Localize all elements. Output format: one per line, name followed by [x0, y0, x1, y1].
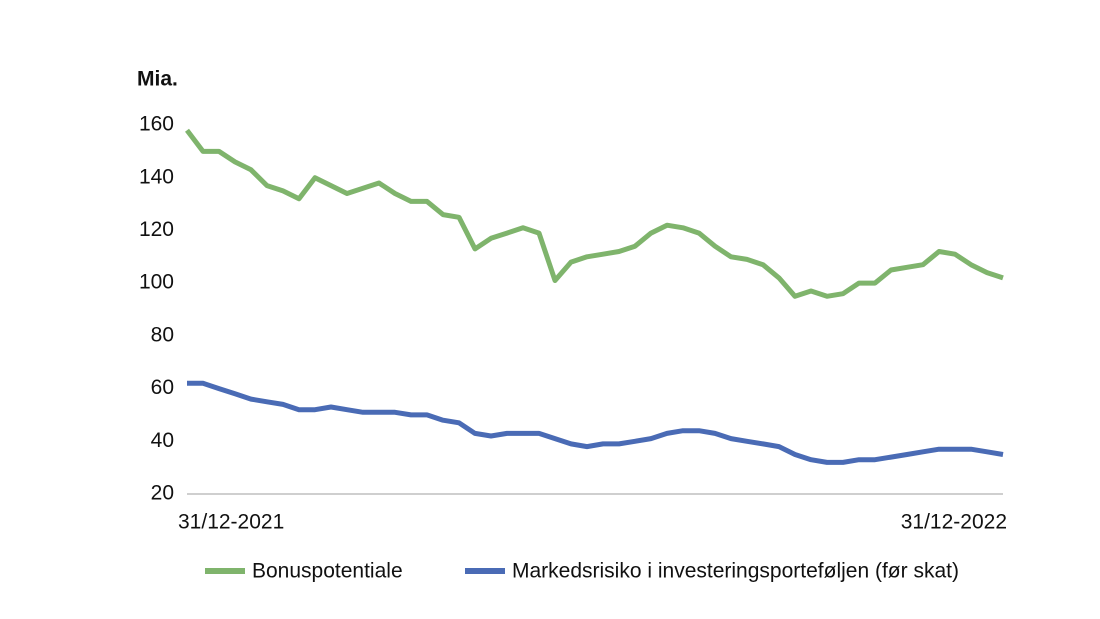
y-tick-label: 120: [139, 218, 174, 241]
y-tick-label: 100: [139, 271, 174, 294]
y-tick-label: 40: [151, 429, 174, 452]
legend-label: Bonuspotentiale: [252, 560, 403, 583]
y-tick-label: 60: [151, 376, 174, 399]
y-tick-label: 160: [139, 113, 174, 136]
y-tick-label: 80: [151, 323, 174, 346]
line-series: [187, 380, 1004, 465]
x-tick-label: 31/12-2021: [178, 511, 284, 534]
line-series: [185, 128, 1004, 299]
y-axis-label: Mia.: [137, 68, 178, 91]
legend-label: Markedsrisiko i investeringsporteføljen …: [512, 560, 959, 583]
y-tick-label: 20: [151, 482, 174, 505]
x-tick-label: 31/12-2022: [901, 511, 1007, 534]
y-tick-label: 140: [139, 165, 174, 188]
